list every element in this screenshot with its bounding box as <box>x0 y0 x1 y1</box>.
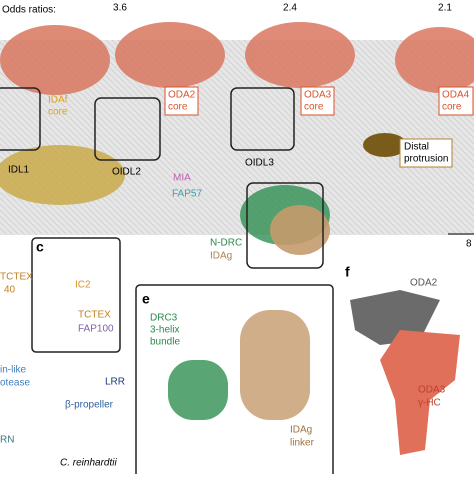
label: ODA4 <box>442 90 470 101</box>
label: 40 <box>4 285 16 296</box>
label: IDAg <box>290 425 312 436</box>
idag-density <box>270 205 330 255</box>
oda3-density <box>380 330 460 455</box>
odds-label: Odds ratios: <box>2 5 56 16</box>
label: FAP57 <box>172 189 202 200</box>
label: TCTEX <box>0 272 33 283</box>
label-box <box>164 86 199 116</box>
label: Distal <box>404 142 429 153</box>
label: core <box>442 102 462 113</box>
label: otease <box>0 378 30 389</box>
drc3-density <box>168 360 228 420</box>
label-box <box>300 86 335 116</box>
label: ODA3 <box>304 90 332 101</box>
label: MIA <box>173 173 191 184</box>
label: IDAg <box>210 251 232 262</box>
scale-label: 8 <box>466 239 472 250</box>
label: ODA2 <box>410 278 438 289</box>
label: bundle <box>150 337 180 348</box>
label: core <box>168 102 188 113</box>
species: C. reinhardtii <box>60 458 117 469</box>
label: DRC3 <box>150 313 178 324</box>
box-label: OIDL3 <box>245 158 274 169</box>
label: IC2 <box>75 280 91 291</box>
label: ODA3 <box>418 385 446 396</box>
idag-linker-density <box>240 310 310 420</box>
label-box <box>438 86 474 116</box>
label: core <box>48 107 68 118</box>
label: TCTEX <box>78 310 111 321</box>
panel-letter: f <box>345 264 350 280</box>
label: FAP100 <box>78 324 114 335</box>
panel-letter: e <box>142 291 150 307</box>
label: in-like <box>0 365 27 376</box>
label: core <box>304 102 324 113</box>
odds-value: 2.1 <box>438 3 452 14</box>
boxes <box>0 87 334 479</box>
label: IDAf <box>48 95 68 106</box>
panel-letter: c <box>36 239 44 255</box>
label-box <box>399 138 453 168</box>
label: RN <box>0 435 14 446</box>
distal-density <box>363 133 407 157</box>
odds-value: 2.4 <box>283 3 297 14</box>
labels: Odds ratios: 3.6 2.4 2.1 IDAf core ODA2 … <box>0 3 474 469</box>
label: protrusion <box>404 154 448 165</box>
oda2-density <box>350 290 440 345</box>
label: N-DRC <box>210 238 242 249</box>
label: 3-helix <box>150 325 179 336</box>
idaf-density <box>0 145 125 205</box>
box-label: IDL1 <box>8 165 30 176</box>
label: β-propeller <box>65 400 114 411</box>
box-label: OIDL2 <box>112 167 141 178</box>
label: γ-HC <box>418 398 441 409</box>
label: LRR <box>105 377 125 388</box>
label: ODA2 <box>168 90 196 101</box>
odds-value: 3.6 <box>113 3 127 14</box>
label: linker <box>290 438 315 449</box>
oda-densities <box>0 22 474 95</box>
